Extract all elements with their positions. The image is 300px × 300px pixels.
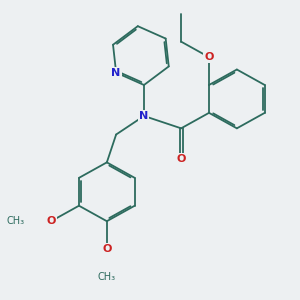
Text: O: O	[46, 216, 56, 226]
Text: O: O	[204, 52, 214, 62]
Text: N: N	[140, 111, 148, 121]
Text: CH₃: CH₃	[98, 272, 116, 282]
Text: O: O	[176, 154, 186, 164]
Text: N: N	[112, 68, 121, 78]
Text: CH₃: CH₃	[7, 216, 25, 226]
Text: O: O	[102, 244, 112, 254]
